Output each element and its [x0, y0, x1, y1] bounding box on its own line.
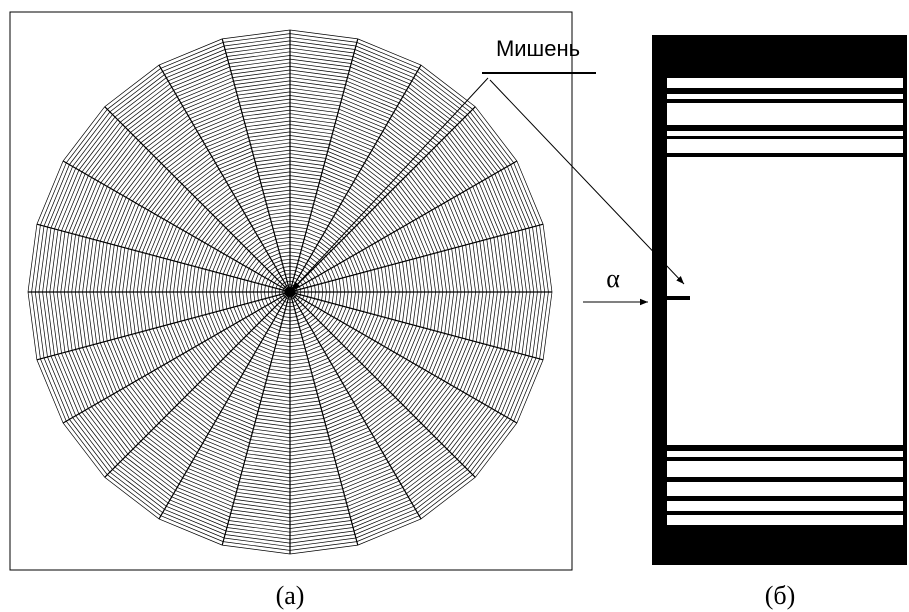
panel-b-band: [667, 94, 903, 99]
panel-b-band: [667, 157, 903, 445]
target-mesh: [28, 30, 552, 554]
panel-a-caption: (а): [276, 581, 305, 610]
panel-b-band: [667, 451, 903, 457]
panel-b-band: [667, 461, 903, 477]
panel-b-band: [667, 501, 903, 511]
target-label: Мишень: [496, 36, 580, 61]
panel-b: [652, 35, 907, 565]
panel-b-band: [667, 139, 903, 153]
panel-b-caption: (б): [765, 581, 796, 610]
angle-label: α: [606, 264, 620, 293]
panel-b-band: [667, 131, 903, 136]
panel-b-band: [667, 78, 903, 88]
panel-b-band: [667, 103, 903, 125]
figure: Мишень α (а) (б): [0, 0, 909, 612]
panel-b-band: [667, 515, 903, 525]
panel-b-band: [667, 482, 903, 496]
